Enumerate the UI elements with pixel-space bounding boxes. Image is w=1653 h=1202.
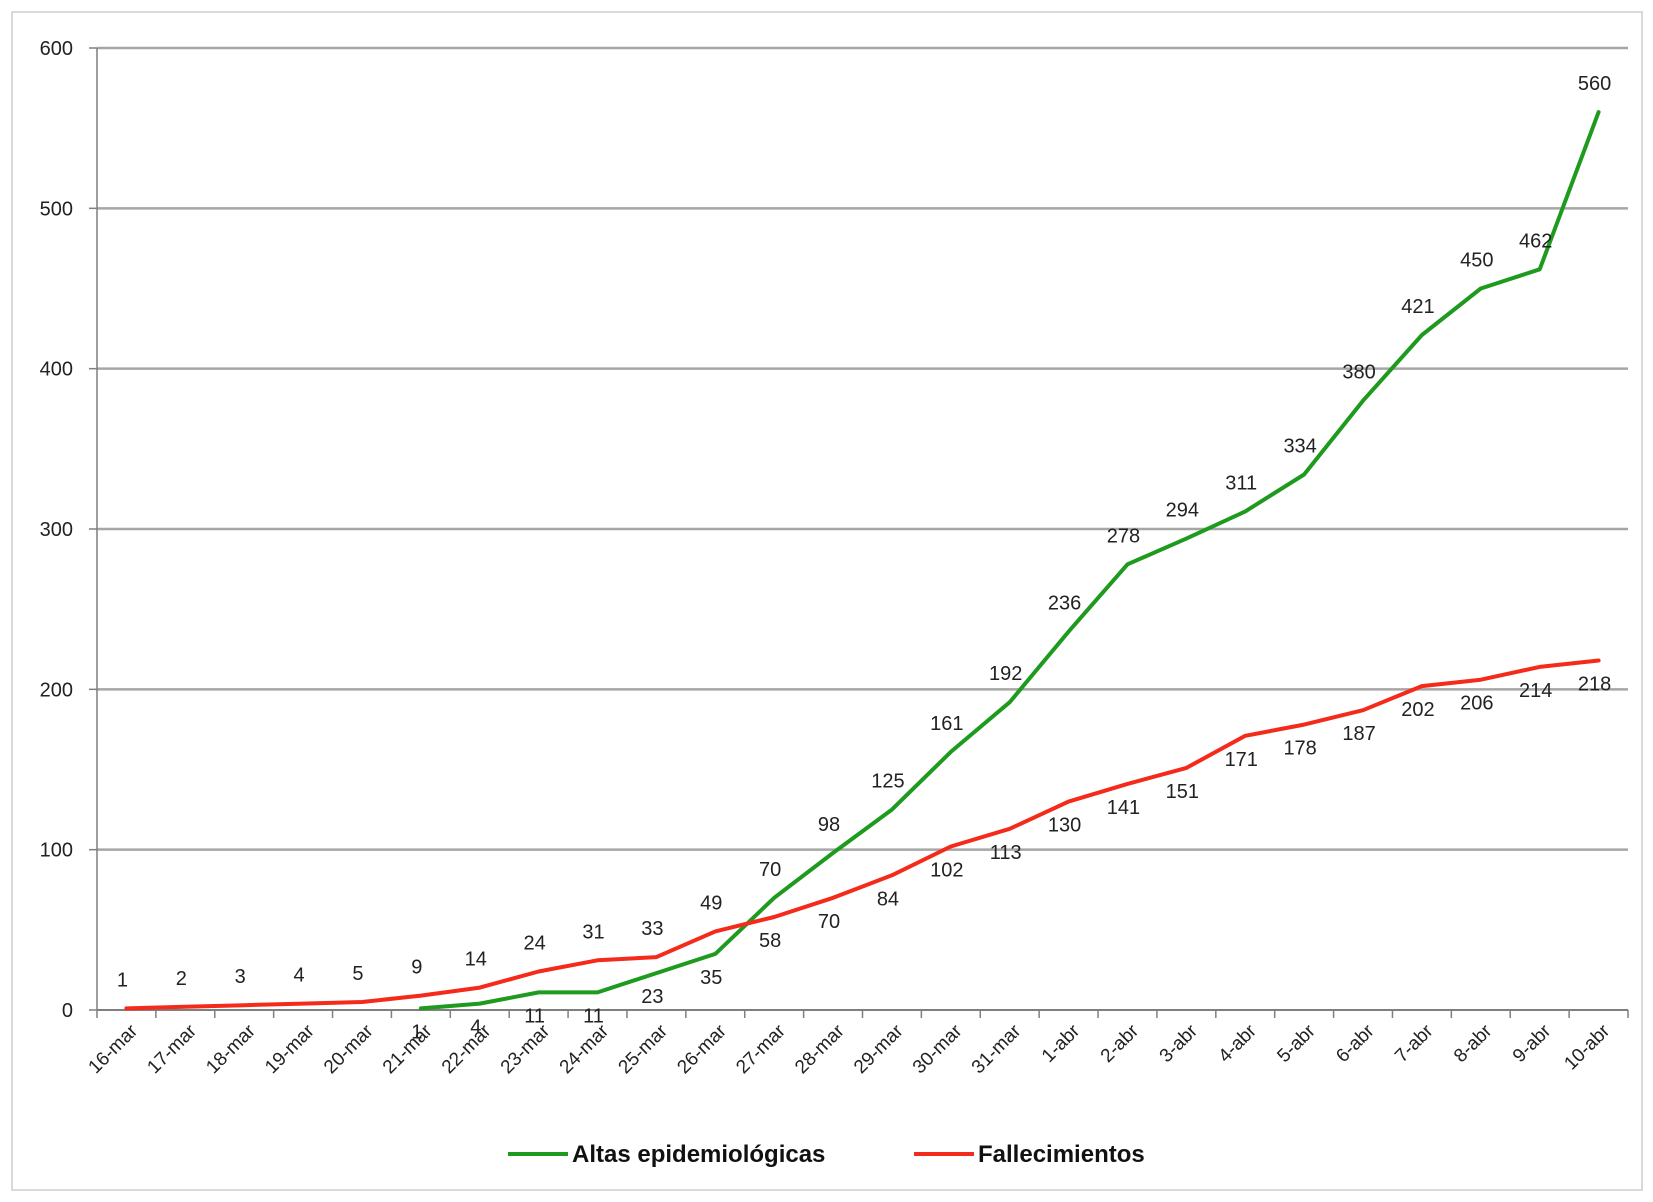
x-tick-label: 19-mar bbox=[261, 1020, 319, 1078]
x-tick-label: 6-abr bbox=[1332, 1020, 1379, 1067]
altas-data-label: 4 bbox=[470, 1017, 481, 1039]
x-tick-label: 25-mar bbox=[615, 1020, 673, 1078]
fallecimientos-series-line bbox=[124, 658, 1601, 1011]
altas-data-label: 334 bbox=[1283, 435, 1316, 457]
x-tick-label: 22-mar bbox=[438, 1020, 496, 1078]
altas-data-label: 161 bbox=[930, 713, 963, 735]
fallecimientos-data-label: 84 bbox=[877, 888, 899, 910]
legend-fallecimientos-label: Fallecimientos bbox=[978, 1141, 1145, 1168]
fallecimientos-data-label: 14 bbox=[465, 949, 487, 971]
altas-data-label: 23 bbox=[641, 986, 663, 1008]
altas-data-label: 125 bbox=[871, 771, 904, 793]
altas-data-label: 192 bbox=[989, 663, 1022, 685]
x-tick-label: 3-abr bbox=[1156, 1020, 1203, 1067]
x-tick-label: 16-mar bbox=[85, 1020, 143, 1078]
altas-data-label: 35 bbox=[700, 967, 722, 989]
fallecimientos-data-label: 58 bbox=[759, 930, 781, 952]
grid-lines bbox=[97, 46, 1628, 851]
altas-data-label: 11 bbox=[583, 1005, 604, 1027]
altas-data-label: 560 bbox=[1578, 73, 1611, 95]
fallecimientos-data-label: 31 bbox=[582, 921, 604, 943]
legend: Altas epidemiológicas Fallecimientos bbox=[508, 1141, 1145, 1168]
fallecimientos-data-label: 130 bbox=[1048, 815, 1081, 837]
x-tick-label: 27-mar bbox=[732, 1020, 790, 1078]
x-tick-label: 17-mar bbox=[143, 1020, 201, 1078]
altas-data-label: 236 bbox=[1048, 593, 1081, 615]
x-tick-label: 2-abr bbox=[1097, 1020, 1144, 1067]
y-tick-label: 0 bbox=[62, 1000, 73, 1022]
altas-data-label: 294 bbox=[1166, 500, 1199, 522]
x-tick-label: 18-mar bbox=[202, 1020, 260, 1078]
x-tick-label: 31-mar bbox=[968, 1020, 1026, 1078]
y-tick-label: 500 bbox=[40, 198, 73, 220]
altas-data-label: 98 bbox=[818, 814, 840, 836]
altas-data-label: 311 bbox=[1225, 472, 1257, 494]
x-tick-label: 21-mar bbox=[379, 1020, 437, 1078]
series-lines bbox=[124, 110, 1601, 1011]
fallecimientos-data-label: 206 bbox=[1460, 693, 1493, 715]
x-tick-label: 30-mar bbox=[909, 1020, 967, 1078]
x-tick-label: 26-mar bbox=[673, 1020, 731, 1078]
fallecimientos-data-label: 2 bbox=[176, 968, 187, 990]
altas-data-label: 11 bbox=[524, 1005, 545, 1027]
x-tick-label: 28-mar bbox=[791, 1020, 849, 1078]
legend-altas-label: Altas epidemiológicas bbox=[572, 1141, 825, 1168]
altas-data-label: 450 bbox=[1460, 250, 1493, 272]
fallecimientos-data-label: 102 bbox=[930, 859, 963, 881]
fallecimientos-data-label: 141 bbox=[1107, 797, 1140, 819]
x-tick-label: 9-abr bbox=[1509, 1020, 1556, 1067]
altas-series-line bbox=[418, 110, 1601, 1011]
fallecimientos-data-label: 214 bbox=[1519, 680, 1552, 702]
fallecimientos-data-label: 171 bbox=[1225, 749, 1258, 771]
fallecimientos-data-label: 24 bbox=[524, 933, 546, 955]
fallecimientos-data-label: 202 bbox=[1401, 699, 1434, 721]
y-tick-label: 400 bbox=[40, 359, 73, 381]
x-tick-label: 7-abr bbox=[1391, 1020, 1438, 1067]
y-tick-label: 600 bbox=[40, 38, 73, 60]
fallecimientos-data-label: 4 bbox=[294, 965, 305, 987]
altas-data-label: 421 bbox=[1401, 296, 1434, 318]
x-tick-label: 20-mar bbox=[320, 1020, 378, 1078]
x-tick-label: 1-abr bbox=[1038, 1020, 1085, 1067]
altas-data-label: 70 bbox=[759, 859, 781, 881]
altas-data-label: 278 bbox=[1107, 525, 1140, 547]
altas-data-label: 380 bbox=[1342, 362, 1375, 384]
x-tick-label: 29-mar bbox=[850, 1020, 908, 1078]
x-tick-label: 5-abr bbox=[1273, 1020, 1320, 1067]
fallecimientos-data-label: 1 bbox=[117, 969, 128, 991]
x-tick-label: 24-mar bbox=[556, 1020, 614, 1078]
fallecimientos-data-label: 70 bbox=[818, 911, 840, 933]
x-tick-label: 8-abr bbox=[1450, 1020, 1497, 1067]
altas-data-label: 1 bbox=[411, 1021, 422, 1043]
fallecimientos-data-label: 218 bbox=[1578, 673, 1611, 695]
fallecimientos-data-label: 49 bbox=[700, 892, 722, 914]
x-tick-label: 23-mar bbox=[497, 1020, 555, 1078]
fallecimientos-data-label: 9 bbox=[411, 957, 422, 979]
fallecimientos-data-label: 3 bbox=[235, 966, 246, 988]
fallecimientos-data-label: 113 bbox=[990, 842, 1022, 864]
fallecimientos-data-label: 187 bbox=[1342, 723, 1375, 745]
y-tick-label: 200 bbox=[40, 679, 73, 701]
fallecimientos-data-label: 151 bbox=[1166, 781, 1199, 803]
fallecimientos-data-label: 178 bbox=[1283, 738, 1316, 760]
fallecimientos-data-label: 33 bbox=[641, 918, 663, 940]
y-tick-label: 100 bbox=[40, 840, 73, 862]
fallecimientos-data-label: 5 bbox=[352, 963, 363, 985]
data-labels: 1 411 112335709812516119223627829431133438… bbox=[117, 73, 1611, 1043]
x-tick-label: 4-abr bbox=[1215, 1020, 1262, 1067]
x-tick-label: 10-abr bbox=[1560, 1020, 1614, 1074]
y-tick-label: 300 bbox=[40, 519, 73, 541]
altas-data-label: 462 bbox=[1519, 230, 1552, 252]
